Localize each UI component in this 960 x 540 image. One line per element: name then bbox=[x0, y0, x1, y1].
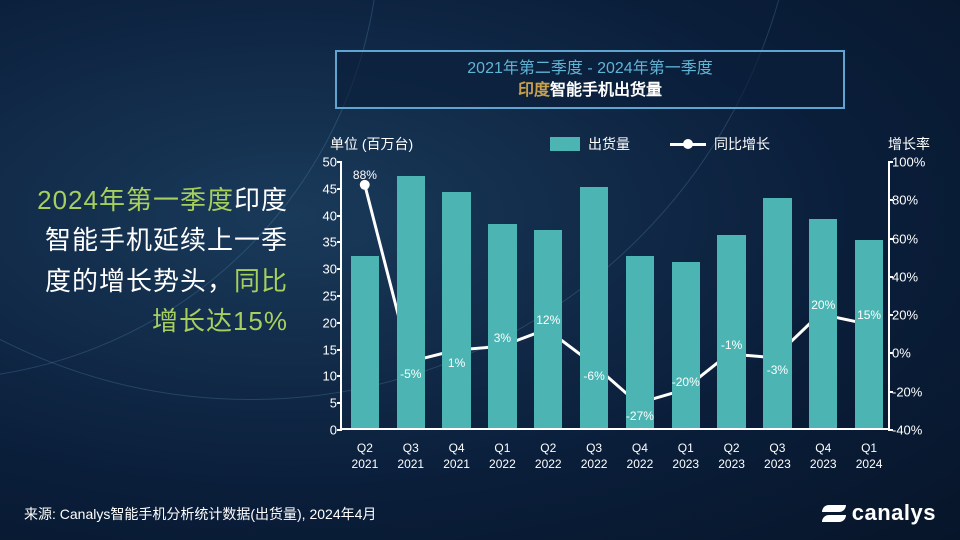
legend-line: 同比增长 bbox=[670, 134, 770, 154]
x-category: Q12024 bbox=[856, 440, 883, 472]
tickmark bbox=[337, 375, 342, 377]
tickmark bbox=[888, 429, 893, 431]
yaxis-left-title: 单位 (百万台) bbox=[330, 134, 413, 154]
legend-bar-swatch bbox=[550, 137, 580, 151]
tickmark bbox=[337, 429, 342, 431]
ytick-left: 50 bbox=[307, 155, 337, 170]
growth-label: 12% bbox=[536, 314, 560, 328]
x-category: Q22022 bbox=[535, 440, 562, 472]
ytick-left: 5 bbox=[307, 396, 337, 411]
bar bbox=[717, 235, 745, 428]
ytick-right: -40% bbox=[892, 423, 936, 438]
x-category: Q22021 bbox=[352, 440, 379, 472]
tickmark bbox=[337, 161, 342, 163]
ytick-right: 80% bbox=[892, 193, 936, 208]
tickmark bbox=[888, 314, 893, 316]
x-category: Q12023 bbox=[672, 440, 699, 472]
ytick-left: 0 bbox=[307, 423, 337, 438]
legend: 单位 (百万台) 出货量 同比增长 增长率 bbox=[300, 130, 940, 158]
headline-seg1: 2024年第一季度 bbox=[37, 185, 234, 215]
ytick-right: 20% bbox=[892, 308, 936, 323]
growth-label: 3% bbox=[494, 331, 511, 345]
legend-bar: 出货量 bbox=[550, 134, 630, 154]
tickmark bbox=[888, 352, 893, 354]
growth-label: -1% bbox=[721, 339, 742, 353]
ytick-left: 25 bbox=[307, 289, 337, 304]
bar bbox=[809, 219, 837, 428]
x-category: Q42021 bbox=[443, 440, 470, 472]
bar bbox=[763, 198, 791, 428]
growth-label: 1% bbox=[448, 356, 465, 370]
headline: 2024年第一季度印度智能手机延续上一季度的增长势头，同比增长达15% bbox=[28, 180, 288, 341]
tickmark bbox=[337, 295, 342, 297]
ytick-left: 40 bbox=[307, 208, 337, 223]
growth-label: -6% bbox=[583, 369, 604, 383]
chart-title-box: 2021年第二季度 - 2024年第一季度 印度智能手机出货量 bbox=[335, 50, 845, 109]
legend-line-label: 同比增长 bbox=[714, 134, 770, 154]
x-category: Q32023 bbox=[764, 440, 791, 472]
bar bbox=[397, 176, 425, 428]
bar bbox=[580, 187, 608, 428]
x-category: Q22023 bbox=[718, 440, 745, 472]
ytick-right: 0% bbox=[892, 346, 936, 361]
ytick-left: 15 bbox=[307, 342, 337, 357]
bar bbox=[351, 256, 379, 428]
canalys-logo-icon bbox=[822, 501, 846, 525]
ytick-left: 20 bbox=[307, 315, 337, 330]
growth-label: 88% bbox=[353, 168, 377, 182]
title-rest: 智能手机出货量 bbox=[550, 82, 662, 99]
plot-area: 05101520253035404550-40%-20%0%20%40%60%8… bbox=[340, 162, 890, 430]
growth-label: 15% bbox=[857, 308, 881, 322]
legend-bar-label: 出货量 bbox=[588, 134, 630, 154]
ytick-right: 40% bbox=[892, 269, 936, 284]
x-category: Q32021 bbox=[397, 440, 424, 472]
tickmark bbox=[337, 349, 342, 351]
ytick-left: 45 bbox=[307, 181, 337, 196]
title-highlight: 印度 bbox=[518, 82, 550, 99]
source-attribution: 来源: Canalys智能手机分析统计数据(出货量), 2024年4月 bbox=[24, 504, 376, 524]
tickmark bbox=[337, 268, 342, 270]
tickmark bbox=[337, 322, 342, 324]
bar bbox=[855, 240, 883, 428]
bar bbox=[672, 262, 700, 428]
x-category: Q32022 bbox=[581, 440, 608, 472]
growth-label: -20% bbox=[672, 375, 700, 389]
growth-label: -27% bbox=[626, 409, 654, 423]
canalys-logo: canalys bbox=[822, 500, 936, 526]
tickmark bbox=[337, 188, 342, 190]
x-category: Q12022 bbox=[489, 440, 516, 472]
ytick-right: -20% bbox=[892, 384, 936, 399]
bar bbox=[488, 224, 516, 428]
tickmark bbox=[888, 238, 893, 240]
tickmark bbox=[337, 402, 342, 404]
yaxis-right-title: 增长率 bbox=[888, 134, 930, 154]
growth-label: -5% bbox=[400, 367, 421, 381]
tickmark bbox=[888, 199, 893, 201]
ytick-right: 60% bbox=[892, 231, 936, 246]
tickmark bbox=[337, 215, 342, 217]
ytick-left: 10 bbox=[307, 369, 337, 384]
x-category: Q42023 bbox=[810, 440, 837, 472]
tickmark bbox=[888, 161, 893, 163]
tickmark bbox=[888, 276, 893, 278]
ytick-left: 30 bbox=[307, 262, 337, 277]
tickmark bbox=[888, 391, 893, 393]
ytick-left: 35 bbox=[307, 235, 337, 250]
bar bbox=[442, 192, 470, 428]
title-line2: 印度智能手机出货量 bbox=[347, 80, 833, 102]
legend-line-swatch bbox=[670, 143, 706, 146]
canalys-logo-text: canalys bbox=[852, 500, 936, 526]
bar bbox=[626, 256, 654, 428]
chart-container: 单位 (百万台) 出货量 同比增长 增长率 051015202530354045… bbox=[300, 130, 940, 480]
growth-label: -3% bbox=[767, 363, 788, 377]
title-line1: 2021年第二季度 - 2024年第一季度 bbox=[347, 58, 833, 80]
x-category: Q42022 bbox=[627, 440, 654, 472]
bar bbox=[534, 230, 562, 428]
ytick-right: 100% bbox=[892, 155, 936, 170]
tickmark bbox=[337, 241, 342, 243]
growth-label: 20% bbox=[811, 298, 835, 312]
